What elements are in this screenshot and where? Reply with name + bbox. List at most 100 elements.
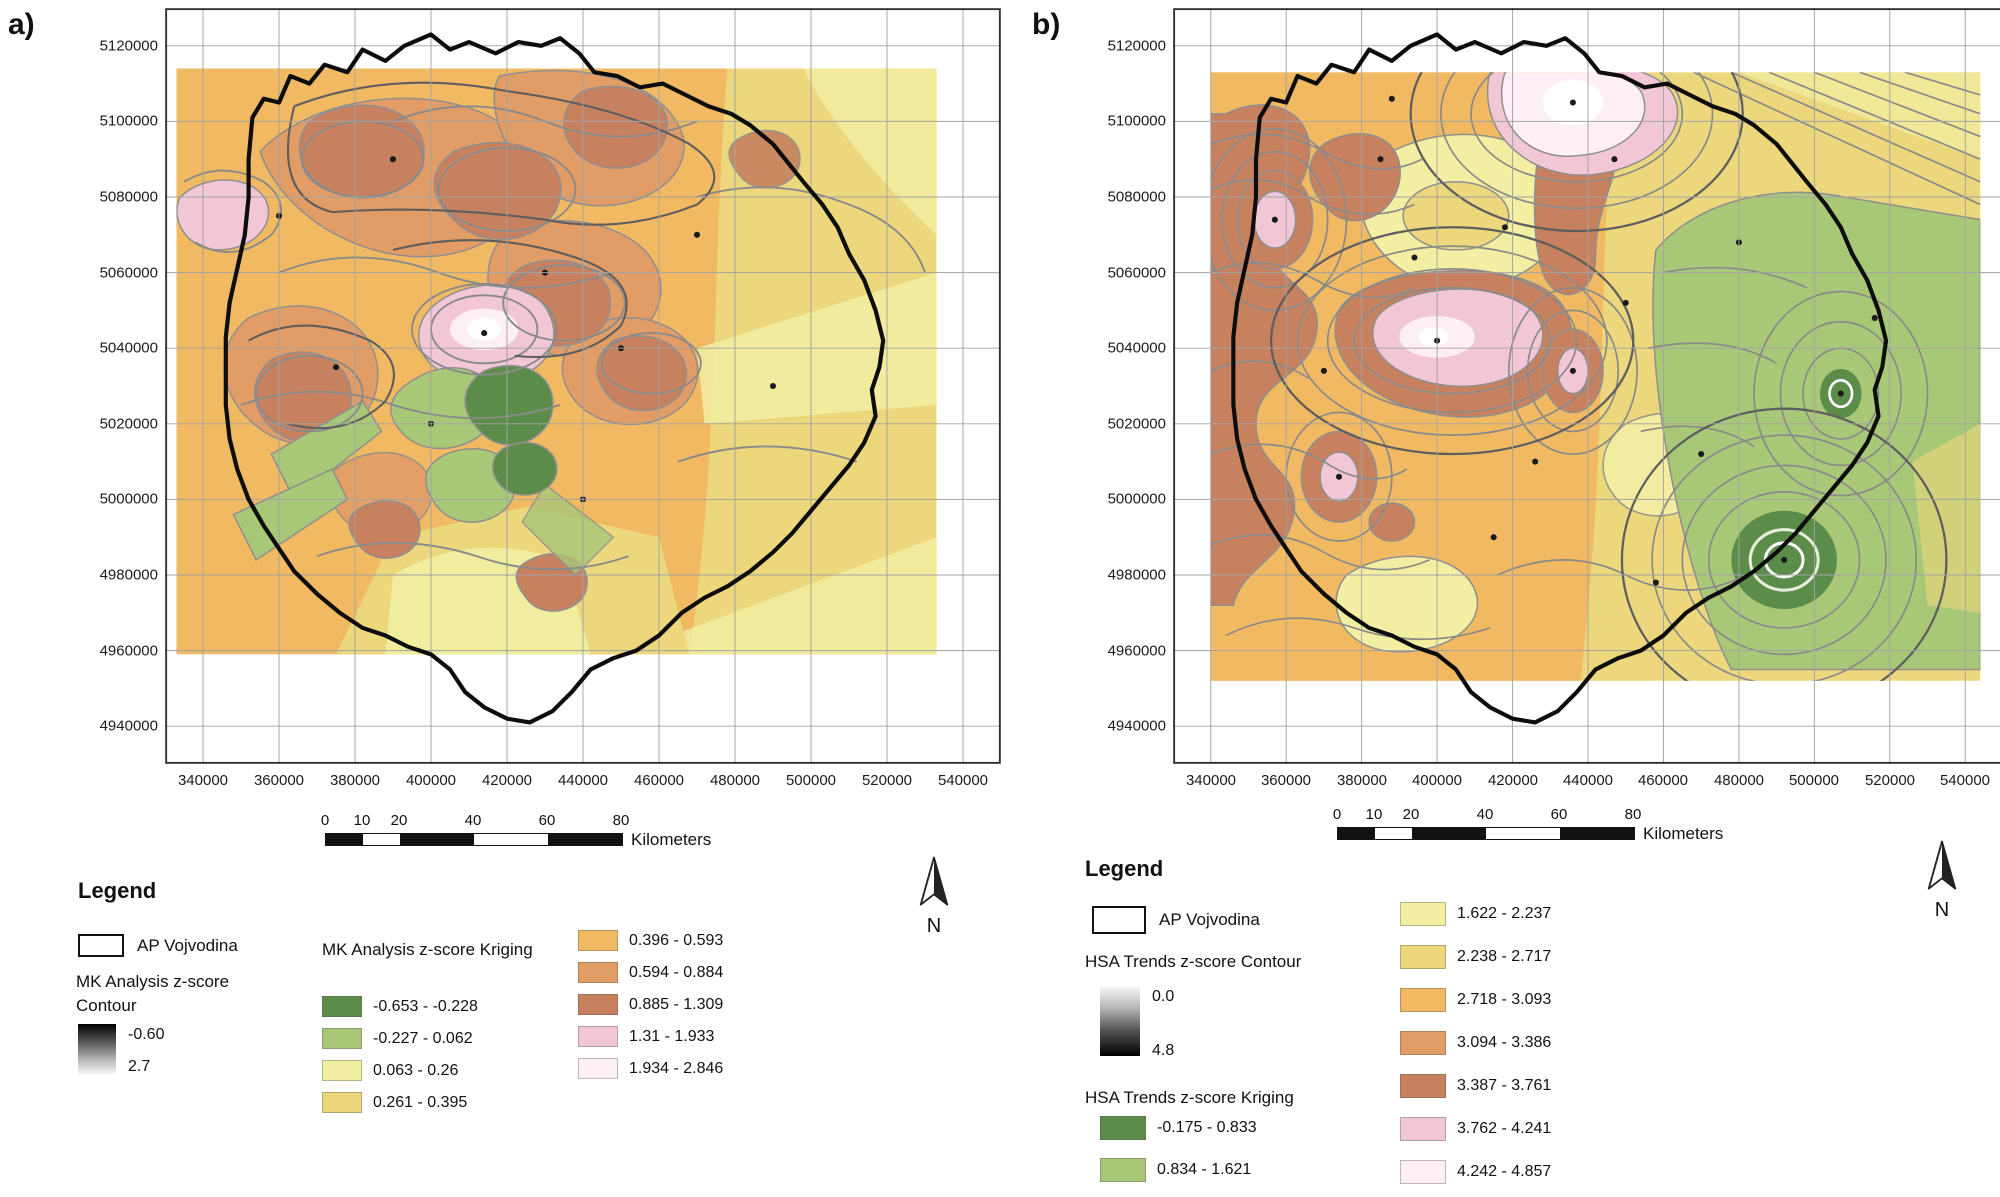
y-axis-a: 5120000 5100000 5080000 5060000 5040000 … [55, 0, 158, 770]
x-tick: 420000 [1487, 772, 1539, 789]
legend-class-row: 1.31 - 1.933 [578, 1026, 714, 1047]
legend-a-contour-heading: MK Analysis z-score Contour [76, 972, 230, 1015]
y-tick: 5000000 [1107, 490, 1166, 508]
boundary-swatch [78, 934, 124, 957]
north-arrow-a: N [912, 856, 956, 938]
scalebar-tick: 20 [390, 812, 408, 829]
legend-class-label: -0.175 - 0.833 [1157, 1119, 1257, 1136]
contour-ramp-b [1100, 984, 1140, 1056]
legend-class-swatch [1400, 902, 1446, 926]
legend-class-row: 0.834 - 1.621 [1100, 1158, 1251, 1182]
north-arrow-icon [919, 856, 949, 906]
legend-class-row: 0.885 - 1.309 [578, 994, 723, 1015]
legend-class-swatch [1400, 1074, 1446, 1098]
y-tick: 5000000 [99, 490, 158, 508]
y-tick: 5080000 [99, 188, 158, 206]
legend-class-label: 1.622 - 2.237 [1457, 905, 1552, 922]
y-tick: 5040000 [99, 339, 158, 357]
legend-class-swatch [322, 996, 362, 1017]
y-tick: 4940000 [99, 717, 158, 735]
legend-a-title: Legend [78, 878, 157, 903]
legend-class-row: -0.227 - 0.062 [322, 1028, 473, 1049]
scalebar-unit-label: Kilometers [631, 830, 712, 849]
scalebar-segment [548, 834, 622, 845]
scalebar-unit-label: Kilometers [1643, 824, 1724, 843]
legend-class-swatch [1400, 1031, 1446, 1055]
scalebar-segment [400, 834, 474, 845]
y-tick: 4960000 [99, 642, 158, 660]
legend-class-label: 2.238 - 2.717 [1457, 948, 1552, 965]
north-label: N [1934, 899, 1950, 921]
y-axis-b: 5120000 5100000 5080000 5060000 5040000 … [1063, 0, 1166, 770]
legend-class-label: 3.387 - 3.761 [1457, 1077, 1552, 1094]
contour-max-label: 4.8 [1152, 1042, 1175, 1059]
x-tick: 440000 [1562, 772, 1614, 789]
legend-class-row: 0.261 - 0.395 [322, 1092, 467, 1113]
x-tick: 520000 [861, 772, 913, 789]
legend-class-swatch [578, 1026, 618, 1047]
scalebar-tick: 80 [612, 812, 630, 829]
x-axis-b: 340000 360000 380000 400000 420000 44000… [0, 772, 2000, 794]
x-tick: 500000 [785, 772, 837, 789]
x-tick: 460000 [633, 772, 685, 789]
scalebar-bar [325, 833, 623, 846]
legend-class-label: 1.934 - 2.846 [629, 1059, 724, 1077]
legend-class-label: 1.31 - 1.933 [629, 1027, 715, 1045]
legend-class-label: 0.261 - 0.395 [373, 1093, 468, 1111]
legend-class-label: 2.718 - 3.093 [1457, 991, 1552, 1008]
legend-class-swatch [578, 1058, 618, 1079]
legend-class-row: 1.934 - 2.846 [578, 1058, 723, 1079]
legend-b-contour-heading: HSA Trends z-score Contour [1085, 952, 1302, 971]
scalebar-segment [1486, 828, 1560, 839]
legend-class-row: 0.063 - 0.26 [322, 1060, 458, 1081]
legend-class-label: 0.885 - 1.309 [629, 995, 724, 1013]
y-tick: 5100000 [1107, 112, 1166, 130]
legend-class-row: -0.653 - -0.228 [322, 996, 478, 1017]
y-tick: 5120000 [1107, 37, 1166, 55]
x-tick: 480000 [709, 772, 761, 789]
panel-a-label: a) [8, 8, 35, 41]
scalebar-segment [474, 834, 548, 845]
legend-class-label: 0.834 - 1.621 [1157, 1161, 1252, 1178]
scalebar-tick: 0 [320, 812, 330, 829]
legend-class-label: 3.094 - 3.386 [1457, 1034, 1552, 1051]
legend-class-row: 0.396 - 0.593 [578, 930, 723, 951]
legend-class-row: 4.242 - 4.857 [1400, 1160, 1551, 1184]
scalebar-ticks: 0 10 20 40 60 80 [321, 812, 755, 830]
legend-class-swatch [1400, 945, 1446, 969]
contour-min-label: -0.60 [128, 1026, 165, 1043]
x-tick: 420000 [481, 772, 533, 789]
kriging-map-b [1173, 8, 2000, 764]
x-tick: 380000 [1336, 772, 1388, 789]
y-tick: 5120000 [99, 37, 158, 55]
scalebar-segment [363, 834, 400, 845]
panel-b-label: b) [1032, 8, 1061, 41]
north-arrow-b: N [1920, 840, 1964, 922]
x-tick: 540000 [937, 772, 989, 789]
legend-b-title: Legend [1085, 856, 1164, 881]
x-tick: 400000 [1411, 772, 1463, 789]
legend-class-swatch [578, 962, 618, 983]
scalebar-segment [1375, 828, 1412, 839]
y-tick: 4980000 [99, 566, 158, 584]
scalebar-tick: 40 [464, 812, 482, 829]
legend-class-swatch [1400, 1160, 1446, 1184]
scalebar-segment [1338, 828, 1375, 839]
legend-class-row: 3.387 - 3.761 [1400, 1074, 1551, 1098]
x-tick: 360000 [1260, 772, 1312, 789]
legend-a-boundary: AP Vojvodina [78, 934, 238, 957]
x-tick: 500000 [1788, 772, 1840, 789]
legend-b-kriging-heading: HSA Trends z-score Kriging [1085, 1088, 1294, 1107]
legend-class-row: 3.094 - 3.386 [1400, 1031, 1551, 1055]
scalebar-tick: 0 [1332, 806, 1342, 823]
scalebar-a: 0 10 20 40 60 80 Kilometers [321, 812, 755, 856]
boundary-label: AP Vojvodina [1159, 910, 1260, 929]
legend-class-swatch [578, 994, 618, 1015]
boundary-label: AP Vojvodina [137, 935, 238, 955]
scalebar-segment [326, 834, 363, 845]
north-arrow-icon [1927, 840, 1957, 890]
scalebar-tick: 10 [353, 812, 371, 829]
contour-min-label: 0.0 [1152, 988, 1175, 1005]
scalebar-tick: 60 [538, 812, 556, 829]
